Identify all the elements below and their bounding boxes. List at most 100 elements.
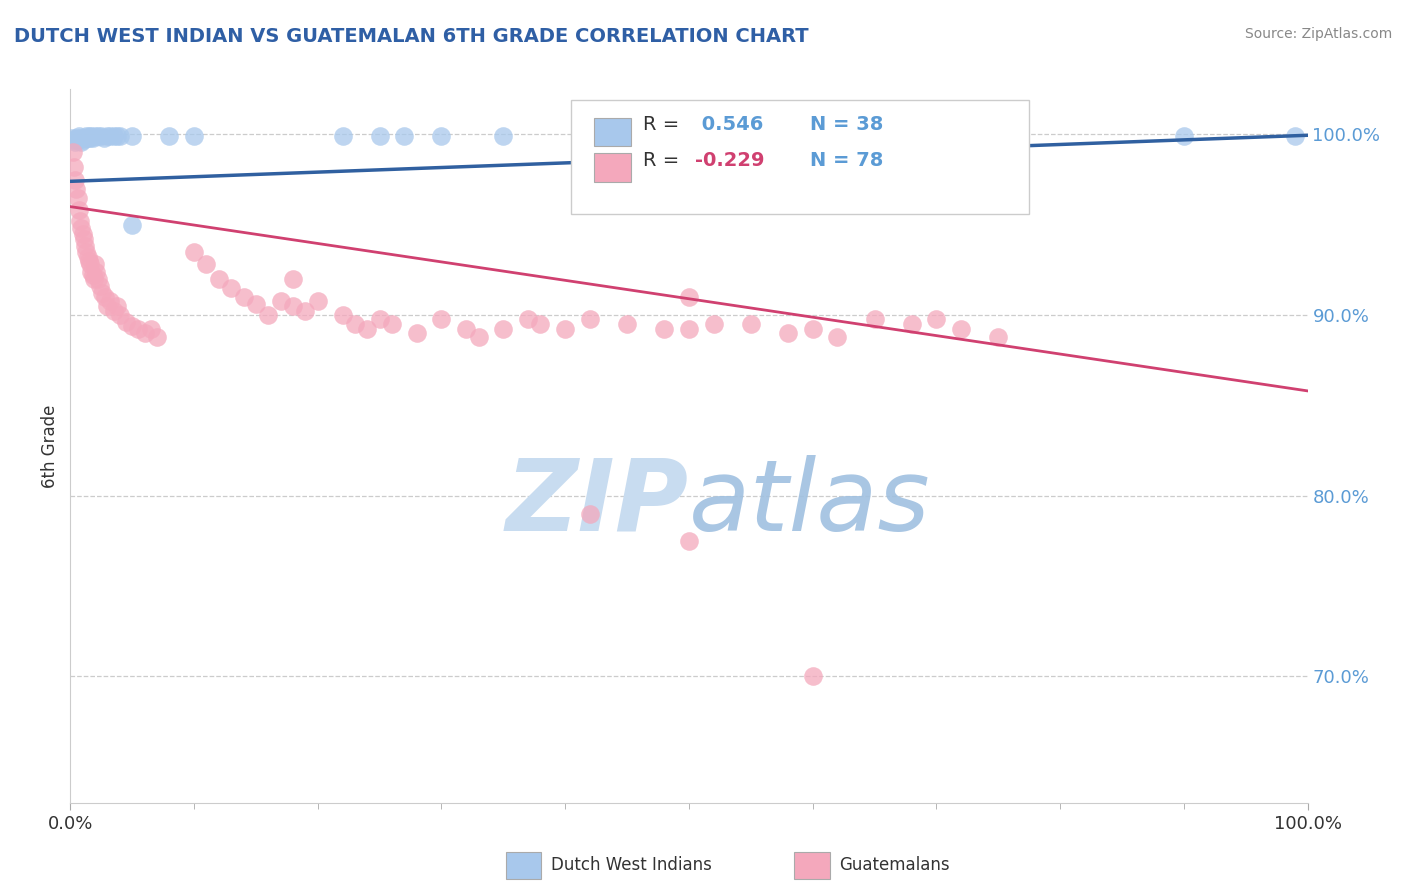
- Point: [270, 293, 292, 308]
- Point: [69, 131, 91, 145]
- Point: [678, 129, 700, 144]
- Point: [281, 272, 304, 286]
- Text: -0.229: -0.229: [695, 151, 765, 170]
- FancyBboxPatch shape: [593, 153, 631, 182]
- Point: [89, 279, 111, 293]
- Point: [740, 317, 762, 331]
- Point: [652, 322, 675, 336]
- Point: [579, 311, 602, 326]
- Point: [394, 129, 416, 144]
- Point: [121, 318, 143, 333]
- Point: [356, 322, 378, 336]
- Point: [616, 317, 638, 331]
- Text: R =: R =: [643, 115, 686, 135]
- Point: [94, 290, 117, 304]
- Point: [139, 322, 162, 336]
- Point: [70, 135, 93, 149]
- Text: R =: R =: [643, 151, 686, 170]
- Point: [121, 218, 143, 232]
- Point: [987, 329, 1010, 343]
- Text: Guatemalans: Guatemalans: [839, 856, 950, 874]
- Text: Dutch West Indians: Dutch West Indians: [551, 856, 711, 874]
- Point: [108, 308, 131, 322]
- Point: [84, 129, 107, 144]
- Point: [65, 172, 87, 186]
- Text: DUTCH WEST INDIAN VS GUATEMALAN 6TH GRADE CORRELATION CHART: DUTCH WEST INDIAN VS GUATEMALAN 6TH GRAD…: [14, 27, 808, 45]
- Point: [245, 297, 267, 311]
- Point: [90, 129, 112, 144]
- Point: [63, 160, 86, 174]
- Point: [232, 290, 254, 304]
- Point: [183, 244, 205, 259]
- Point: [77, 129, 100, 144]
- Point: [66, 133, 89, 147]
- Point: [105, 299, 128, 313]
- Point: [103, 129, 125, 144]
- Point: [801, 322, 824, 336]
- Point: [579, 507, 602, 521]
- Text: 0.546: 0.546: [695, 115, 763, 135]
- Point: [82, 268, 104, 283]
- Point: [65, 131, 87, 145]
- Point: [146, 329, 169, 343]
- Point: [65, 135, 87, 149]
- Point: [157, 129, 180, 144]
- Point: [332, 129, 354, 144]
- Point: [67, 203, 90, 218]
- Point: [678, 533, 700, 548]
- Point: [900, 317, 922, 331]
- Point: [103, 304, 125, 318]
- Point: [430, 129, 453, 144]
- Point: [381, 317, 404, 331]
- Point: [76, 250, 98, 264]
- Point: [105, 129, 128, 144]
- Point: [84, 265, 107, 279]
- Text: N = 78: N = 78: [810, 151, 883, 170]
- Text: Source: ZipAtlas.com: Source: ZipAtlas.com: [1244, 27, 1392, 41]
- Point: [69, 214, 91, 228]
- Point: [863, 129, 886, 144]
- Point: [65, 181, 87, 195]
- Point: [1284, 129, 1306, 144]
- Point: [208, 272, 231, 286]
- Point: [84, 257, 107, 271]
- Point: [368, 311, 391, 326]
- Point: [776, 326, 799, 340]
- Point: [82, 131, 104, 145]
- Point: [98, 129, 121, 144]
- Point: [678, 322, 700, 336]
- Point: [75, 244, 97, 259]
- Point: [91, 286, 114, 301]
- Point: [456, 322, 478, 336]
- Point: [67, 129, 90, 144]
- Point: [62, 145, 84, 160]
- Point: [96, 129, 118, 144]
- Point: [195, 257, 218, 271]
- Point: [678, 290, 700, 304]
- Point: [86, 272, 108, 286]
- Point: [343, 317, 366, 331]
- Y-axis label: 6th Grade: 6th Grade: [41, 404, 59, 488]
- Point: [703, 317, 725, 331]
- Point: [73, 232, 96, 246]
- Point: [96, 299, 118, 313]
- Point: [83, 272, 105, 286]
- Point: [827, 329, 849, 343]
- Text: ZIP: ZIP: [506, 455, 689, 551]
- Point: [72, 227, 94, 241]
- Point: [75, 131, 97, 145]
- Point: [75, 129, 97, 144]
- Point: [517, 311, 540, 326]
- Point: [219, 281, 242, 295]
- Point: [79, 131, 101, 145]
- Point: [86, 129, 108, 144]
- Point: [134, 326, 156, 340]
- FancyBboxPatch shape: [571, 100, 1029, 214]
- Text: N = 38: N = 38: [810, 115, 883, 135]
- Point: [281, 299, 304, 313]
- Point: [63, 133, 86, 147]
- Point: [430, 311, 453, 326]
- Point: [72, 133, 94, 147]
- Point: [492, 129, 515, 144]
- Point: [950, 322, 973, 336]
